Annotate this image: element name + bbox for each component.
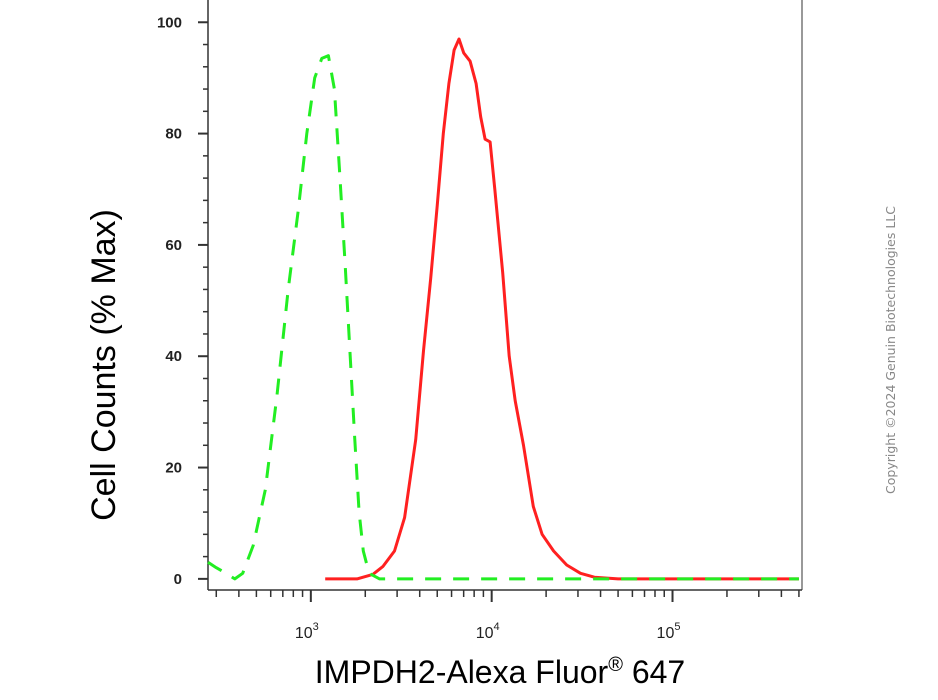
x-tick-label-exponent: 3 (313, 621, 319, 633)
y-axis-title: Cell Counts (% Max) (85, 209, 123, 521)
x-axis-title: IMPDH2-Alexa Fluor® 647 (315, 654, 685, 690)
x-axis-title-registered-mark: ® (608, 654, 623, 676)
plot-frame (207, 0, 803, 591)
y-tick-label: 20 (165, 460, 182, 477)
y-tick-label: 100 (157, 14, 182, 31)
y-tick-label: 60 (165, 237, 182, 254)
x-axis-title-suffix: 647 (623, 654, 685, 690)
x-tick-label: 103 (295, 621, 319, 642)
x-tick-label: 105 (657, 621, 681, 642)
copyright-watermark: Copyright ©2024 Genuin Biotechnologies L… (883, 206, 898, 494)
series-layer (207, 37, 799, 581)
x-tick-label-base: 10 (295, 625, 313, 642)
solid-red-series-line (325, 37, 799, 581)
x-tick-label: 104 (476, 621, 500, 642)
y-axis-ticks: 0 20 40 60 80 100 (157, 14, 208, 588)
x-tick-label-base: 10 (476, 625, 494, 642)
dashed-green-series-line (207, 54, 799, 581)
x-axis-title-main: IMPDH2-Alexa Fluor (315, 654, 609, 690)
x-tick-label-exponent: 5 (674, 621, 680, 633)
y-tick-label: 0 (174, 571, 182, 588)
x-tick-label-exponent: 4 (494, 621, 500, 633)
y-tick-label: 40 (165, 348, 182, 365)
x-tick-label-base: 10 (657, 625, 675, 642)
y-tick-label: 80 (165, 126, 182, 143)
x-axis-ticks: 103 104 105 (215, 590, 800, 642)
